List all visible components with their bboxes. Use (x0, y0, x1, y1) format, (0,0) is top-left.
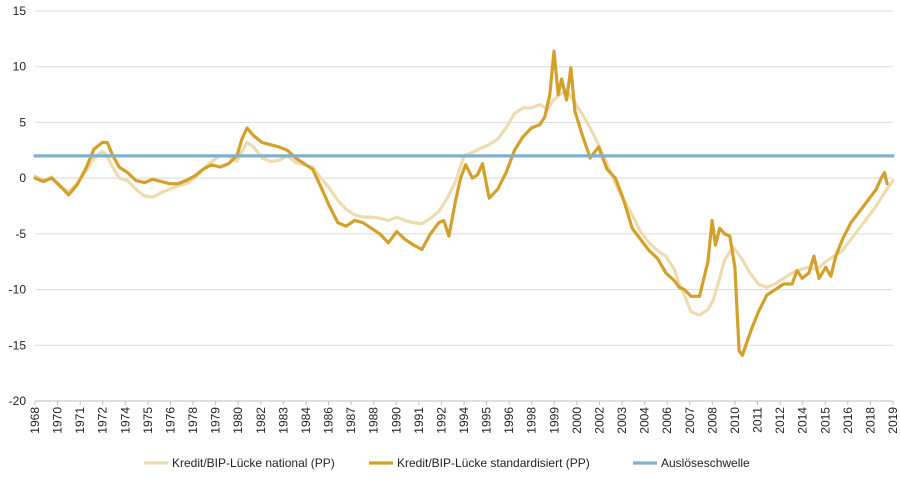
legend-label: Kredit/BIP-Lücke national (PP) (172, 456, 335, 470)
x-tick-label: 1984 (299, 407, 313, 434)
x-tick-label: 2016 (841, 407, 855, 434)
x-tick-label: 1992 (434, 407, 448, 434)
x-tick-label: 1996 (502, 407, 516, 434)
series-line-2 (33, 49, 889, 357)
x-tick-label: 1986 (322, 407, 336, 434)
x-tick-label: 1982 (254, 407, 268, 434)
x-tick-label: 2011 (751, 407, 765, 433)
x-tick-label: 1988 (367, 407, 381, 434)
x-tick-label: 2015 (818, 407, 832, 434)
x-tick-label: 1976 (163, 407, 177, 434)
y-tick-label: -5 (15, 227, 26, 241)
x-tick-label: 1970 (51, 407, 65, 434)
legend-label: Auslöseschwelle (661, 456, 750, 470)
x-tick-label: 2007 (683, 407, 697, 434)
x-tick-label: 1998 (525, 407, 539, 434)
x-tick-label: 1975 (141, 407, 155, 434)
y-tick-label: -10 (9, 283, 27, 297)
x-tick-label: 1971 (73, 407, 87, 434)
x-tick-label: 1987 (344, 407, 358, 434)
grid-lines (35, 10, 893, 402)
y-tick-label: -15 (9, 338, 27, 352)
x-tick-label: 2018 (863, 407, 877, 434)
legend: Kredit/BIP-Lücke national (PP) Kredit/BIP… (144, 456, 750, 470)
x-tick-label: 2000 (570, 407, 584, 434)
y-tick-label: 0 (19, 171, 26, 185)
x-tick-label: 1999 (547, 407, 561, 434)
x-tick-label: 2012 (773, 407, 787, 434)
x-tick-label: 1994 (457, 407, 471, 434)
y-tick-label: 10 (13, 60, 27, 74)
x-tick-label: 2014 (796, 407, 810, 434)
x-tick-label: 1972 (96, 407, 110, 434)
x-tick-label: 1980 (231, 407, 245, 434)
y-tick-label: 15 (13, 4, 27, 18)
y-tick-label: -20 (9, 394, 27, 408)
x-tick-label: 2003 (615, 407, 629, 434)
x-tick-label: 1968 (28, 407, 42, 434)
x-tick-label: 1990 (389, 407, 403, 434)
y-tick-label: 5 (19, 115, 26, 129)
x-tick-label: 2019 (886, 407, 900, 434)
x-tick-label: 1974 (118, 407, 132, 434)
x-tick-label: 1978 (186, 407, 200, 434)
x-tick-label: 2010 (728, 407, 742, 434)
x-tick-label: 2008 (705, 407, 719, 434)
series-line-1 (33, 88, 895, 317)
legend-label: Kredit/BIP-Lücke standardisiert (PP) (397, 456, 590, 470)
x-tick-label: 2002 (592, 407, 606, 434)
x-tick-label: 1995 (480, 407, 494, 434)
x-tick-label: 1991 (412, 407, 426, 434)
x-tick-label: 2004 (638, 407, 652, 434)
x-tick-label: 1983 (276, 407, 290, 434)
series-lines (33, 49, 895, 357)
x-tick-label: 1979 (209, 407, 223, 434)
x-tick-label: 2006 (660, 407, 674, 434)
